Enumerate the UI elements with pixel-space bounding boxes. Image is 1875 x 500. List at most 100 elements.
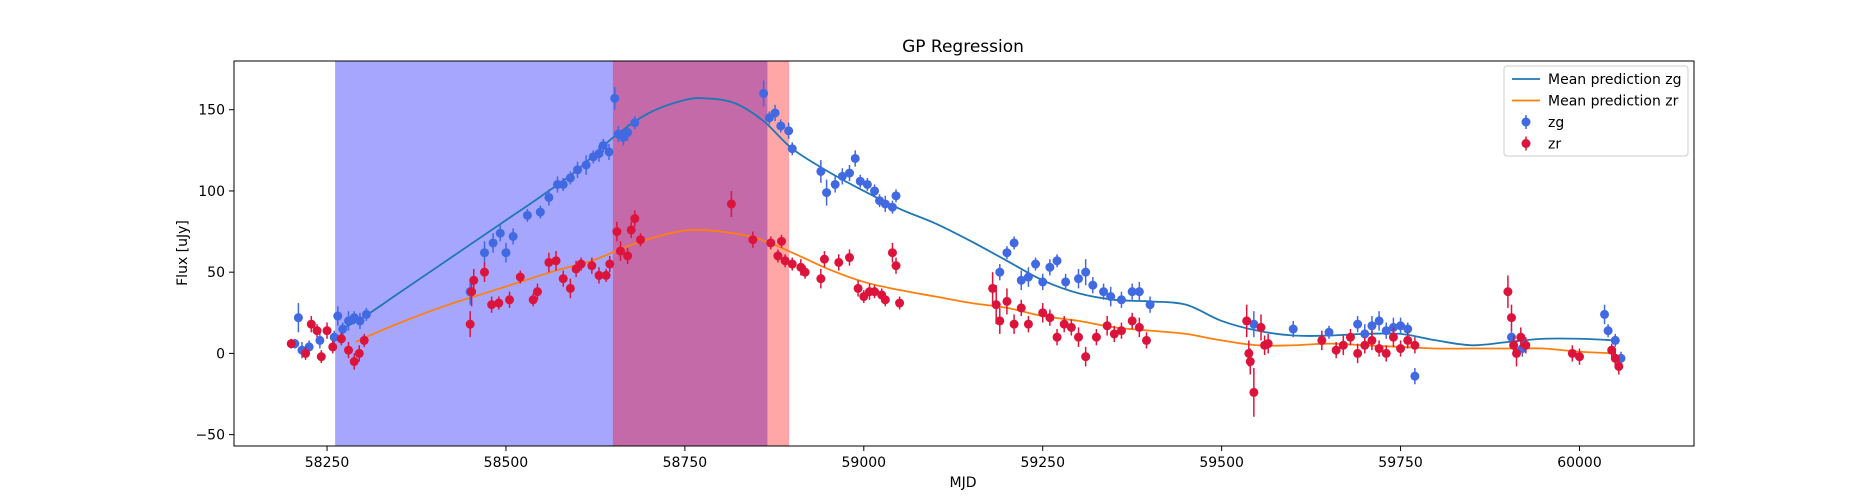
zr-data-point [576, 259, 586, 269]
y-axis: −50 0 50 100 150 [195, 103, 234, 444]
zr-data-point [1059, 319, 1069, 329]
zg-data-point [581, 160, 591, 170]
zr-data-point [1607, 345, 1617, 355]
zr-data-point [605, 259, 615, 269]
zr-data-point [1091, 332, 1101, 342]
zr-data-point [1360, 340, 1370, 350]
zg-data-point [776, 121, 786, 131]
zr-data-point [1521, 340, 1531, 350]
zg-data-point [522, 210, 532, 220]
zg-data-point [598, 140, 608, 150]
zr-data-point [1317, 335, 1327, 345]
x-tick-label: 59000 [842, 455, 887, 471]
zg-data-point [891, 191, 901, 201]
zg-data-point [501, 248, 511, 258]
zr-data-point [1256, 322, 1266, 332]
zr-data-point [1331, 345, 1341, 355]
legend-label: zr [1548, 137, 1561, 153]
zr-data-point [615, 246, 625, 256]
x-tick-label: 58250 [305, 455, 350, 471]
zr-data-point [349, 357, 359, 367]
zg-data-point [759, 88, 769, 98]
zg-data-point [1249, 319, 1259, 329]
zg-data-point [1600, 309, 1610, 319]
zr-data-point [1381, 348, 1391, 358]
zg-data-point [544, 192, 554, 202]
zr-data-point [834, 257, 844, 267]
zr-data-point [544, 257, 554, 267]
x-axis-label: MJD [950, 475, 977, 491]
zg-data-point [1381, 326, 1391, 336]
zr-data-point [844, 253, 854, 263]
zr-data-point [1503, 287, 1513, 297]
zr-data-point [532, 287, 542, 297]
zg-data-point [1052, 256, 1062, 266]
zg-data-point [770, 108, 780, 118]
chart-title: GP Regression [902, 37, 1024, 57]
zg-data-point [558, 179, 568, 189]
zg-data-point [1367, 321, 1377, 331]
zg-data-point [1410, 371, 1420, 381]
zg-data-point [1061, 277, 1071, 287]
zg-data-point [535, 207, 545, 217]
zr-data-point [1345, 332, 1355, 342]
zr-data-point [991, 300, 1001, 310]
y-tick-label: −50 [195, 428, 225, 444]
zr-data-point [1396, 344, 1406, 354]
zr-data-point [312, 326, 322, 336]
zg-data-point [1127, 287, 1137, 297]
x-tick-label: 58500 [484, 455, 529, 471]
zr-data-point [1074, 332, 1084, 342]
zr-data-point [766, 238, 776, 248]
zg-data-point [293, 313, 303, 323]
zg-data-point [1099, 287, 1109, 297]
zr-data-point [636, 235, 646, 245]
zg-data-point [870, 186, 880, 196]
zr-data-point [880, 295, 890, 305]
zg-data-point [1288, 324, 1298, 334]
zr-data-point [1574, 352, 1584, 362]
zr-data-point [336, 334, 346, 344]
zg-data-point [1396, 321, 1406, 331]
zg-data-point [1134, 287, 1144, 297]
zg-data-point [837, 171, 847, 181]
zr-data-point [1263, 339, 1273, 349]
zr-data-point [1045, 313, 1055, 323]
zr-data-point [1116, 326, 1126, 336]
zg-data-point [604, 147, 614, 157]
zr-data-point [777, 236, 786, 246]
zg-data-point [1403, 324, 1413, 334]
zg-data-point [1045, 262, 1055, 272]
zr-data-point [558, 274, 568, 284]
zr-data-point [601, 270, 611, 280]
zr-data-point [816, 274, 826, 284]
legend-box [1503, 65, 1689, 157]
zg-data-point [862, 179, 872, 189]
zr-data-point [328, 342, 338, 352]
zr-data-point [515, 272, 525, 282]
zg-data-point [1074, 274, 1084, 284]
zr-data-point [286, 339, 296, 349]
zg-data-point [1610, 335, 1620, 345]
x-tick-label: 59250 [1020, 455, 1065, 471]
zg-data-point [1507, 332, 1516, 342]
zr-data-point [1109, 329, 1119, 339]
zr-data-point [1134, 322, 1144, 332]
zr-data-point [469, 275, 479, 285]
zg-data-point [1603, 326, 1613, 336]
zr-data-point [1614, 361, 1624, 371]
zr-data-point [322, 326, 332, 336]
zr-data-point [1507, 313, 1516, 323]
zr-data-point [626, 225, 636, 235]
zr-data-point [1245, 357, 1255, 367]
zr-data-point [316, 352, 326, 362]
zr-data-point [748, 235, 758, 245]
zg-data-point [508, 231, 518, 241]
zr-data-point [565, 283, 575, 293]
zg-data-point [855, 176, 865, 186]
zr-data-point [819, 254, 829, 264]
zg-data-point [880, 199, 890, 209]
zr-data-point [630, 214, 640, 224]
zg-data-point [830, 179, 840, 189]
